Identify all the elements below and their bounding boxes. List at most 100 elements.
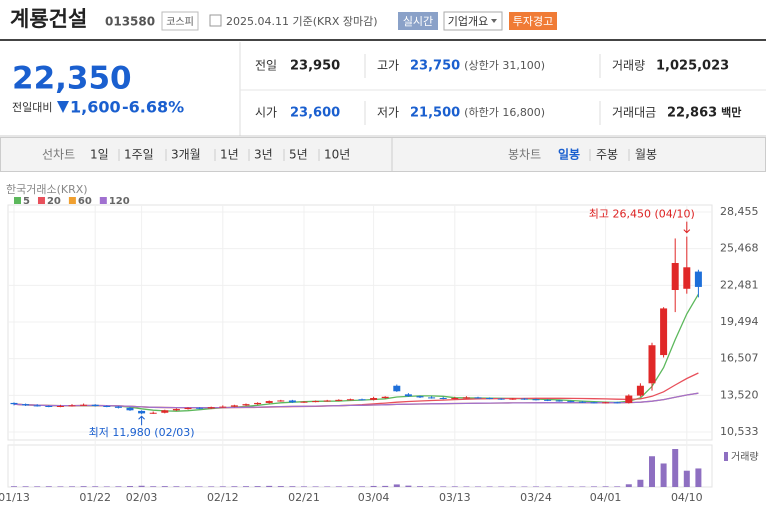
volume-bar: [11, 486, 17, 487]
candle-body: [91, 404, 99, 406]
candle-body: [138, 410, 146, 414]
volume-bar: [475, 486, 481, 487]
candle-body: [636, 385, 644, 396]
date: 2025.04.11 기준(KRX 장마감): [226, 15, 378, 28]
candle-body: [451, 398, 459, 400]
stat-value: 23,600: [290, 106, 340, 121]
candle-body: [648, 345, 656, 384]
candle-body: [520, 398, 528, 400]
legend-label: 60: [78, 196, 92, 207]
volume-bar: [173, 486, 180, 487]
legend-label: 120: [109, 196, 130, 207]
candle-body: [370, 398, 378, 400]
change-label: 전일대비: [12, 100, 52, 114]
volume-bar: [463, 486, 470, 487]
legend-swatch: [14, 197, 21, 204]
candle-body: [230, 405, 238, 407]
high-arrow: [683, 221, 691, 234]
legend-swatch: [99, 197, 107, 204]
candle-body: [404, 394, 412, 397]
period-tab[interactable]: 3개월: [171, 148, 201, 162]
candle-body: [578, 401, 586, 403]
volume-bar: [22, 486, 29, 487]
volume-bar: [567, 486, 574, 487]
x-tick-label: 03/13: [439, 491, 471, 504]
volume-bar: [579, 486, 586, 487]
volume-bar: [440, 486, 447, 487]
period-tab[interactable]: 1주일: [124, 148, 154, 162]
volume-bar: [219, 486, 226, 487]
warning-badge: [509, 12, 557, 30]
y-tick-label: 16,507: [720, 352, 759, 365]
volume-bar: [509, 486, 516, 487]
candle-body: [381, 396, 389, 399]
volume-bar: [695, 468, 702, 487]
stat-value: 22,863: [667, 106, 717, 121]
down-icon: [57, 101, 69, 113]
realtime-label[interactable]: 실시간: [403, 15, 433, 28]
candle-tab[interactable]: 월봉: [635, 148, 657, 162]
candle-tab[interactable]: 주봉: [596, 148, 618, 162]
calendar-icon: [209, 14, 222, 27]
volume-bar: [103, 486, 110, 487]
source: 한국거래소(KRX): [6, 183, 88, 196]
volume-bar: [277, 486, 284, 487]
volume-bar: [428, 486, 435, 487]
volume-bar: [34, 486, 41, 487]
candle-tab[interactable]: 일봉: [558, 148, 580, 162]
change: 1,600: [70, 98, 121, 117]
candle-body: [323, 400, 331, 402]
candle-body: [555, 400, 563, 402]
period-tab[interactable]: 3년: [254, 148, 273, 162]
low-annotation: 최저 11,980 (02/03): [89, 426, 195, 439]
legend-label: 5: [23, 196, 30, 207]
dropdown-icon: [491, 19, 497, 23]
candle-body: [196, 407, 204, 409]
overview-label[interactable]: 기업개요: [448, 15, 488, 28]
period-tab[interactable]: 10년: [324, 148, 350, 162]
candle-body: [207, 407, 215, 409]
candle-body: [683, 267, 691, 289]
volume-bar: [405, 485, 412, 487]
candle-body: [103, 405, 111, 407]
candle-body: [184, 407, 192, 410]
volume-bar: [196, 486, 203, 487]
stat-extra: (하한가 16,800): [464, 105, 545, 119]
volume-legend: 거래량: [731, 451, 759, 463]
candle-body: [613, 402, 621, 404]
candle-body: [56, 405, 64, 407]
volume-bar: [359, 486, 365, 487]
volume-legend-swatch: [724, 452, 728, 461]
candle-body: [33, 405, 41, 407]
volume-bar: [417, 486, 423, 487]
volume-bar: [92, 486, 99, 487]
volume-bar: [185, 486, 191, 487]
candle-body: [625, 395, 633, 403]
stat-label: 저가: [377, 106, 399, 120]
period-tab[interactable]: 5년: [289, 148, 308, 162]
candle-body: [671, 262, 679, 291]
volume-bar: [208, 486, 215, 487]
volume-bar: [614, 486, 621, 487]
volume-bar: [498, 486, 505, 487]
volume-bar: [660, 463, 667, 487]
realtime-button[interactable]: [398, 12, 438, 30]
candle-body: [346, 399, 354, 401]
current-price: 22,350: [12, 61, 132, 97]
stat-value: 1,025,023: [656, 59, 729, 74]
y-tick-label: 19,494: [720, 315, 759, 328]
stat-unit: 백만: [721, 105, 741, 119]
y-tick-label: 10,533: [720, 425, 759, 438]
x-tick-label: 01/13: [0, 491, 30, 504]
volume-bar: [637, 479, 644, 487]
volume-bar: [301, 486, 307, 487]
period-tab[interactable]: 1일: [90, 148, 109, 162]
volume-bar: [672, 449, 679, 487]
overview-button[interactable]: [443, 11, 503, 31]
price-pane: [7, 204, 713, 441]
volume-bar: [150, 486, 157, 487]
period-tab[interactable]: 1년: [220, 148, 239, 162]
candle-body: [300, 401, 308, 403]
volume-bar: [486, 486, 493, 487]
volume-bar: [127, 486, 133, 487]
